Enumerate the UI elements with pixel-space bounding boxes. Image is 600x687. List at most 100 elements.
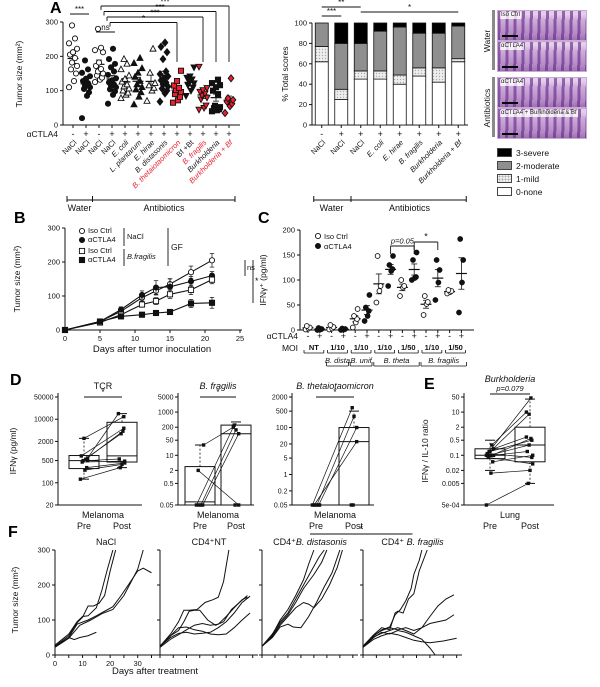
svg-text:+: + [364, 331, 369, 341]
svg-text:2: 2 [170, 468, 174, 475]
svg-text:***: *** [160, 0, 169, 7]
svg-text:B. dista: B. dista [325, 356, 350, 365]
svg-text:Lung: Lung [500, 510, 520, 520]
svg-text:+: + [436, 129, 441, 139]
svg-text:5: 5 [284, 456, 288, 463]
svg-text:+: + [358, 129, 363, 139]
histology-image-actla4-burkholderia-bf: αCTLA4 + Burkholderia & Bf [497, 108, 587, 139]
panel-b-gf-growth: 0 100 200 300 0 5 10 15 20 25 Tumor size (mm²) Days… [12, 224, 259, 356]
svg-text:100: 100 [47, 292, 60, 301]
svg-text:*: * [333, 387, 337, 397]
svg-text:% Total scores: % Total scores [280, 46, 290, 101]
water-group-bar [492, 10, 495, 70]
mild-swatch [497, 174, 512, 183]
svg-text:20: 20 [280, 441, 288, 448]
svg-text:Antibiotics: Antibiotics [389, 203, 431, 213]
svg-text:5e-04: 5e-04 [442, 503, 460, 510]
svg-text:NaCl: NaCl [96, 537, 116, 547]
svg-text:Iso Ctrl: Iso Ctrl [88, 246, 112, 255]
svg-text:10: 10 [78, 659, 86, 668]
legend-item-severe: 3-severe [497, 146, 559, 159]
svg-text:300: 300 [45, 18, 58, 27]
svg-text:+: + [213, 129, 218, 139]
svg-text:MOI: MOI [282, 343, 298, 353]
svg-text:IFNγ / IL-10 ratio: IFNγ / IL-10 ratio [420, 419, 430, 483]
svg-text:*: * [255, 276, 259, 286]
svg-text:Post: Post [521, 521, 540, 531]
svg-text:GF: GF [171, 242, 183, 252]
svg-text:Antibiotics: Antibiotics [143, 203, 185, 213]
scale-bar [502, 132, 518, 135]
svg-text:Water: Water [68, 203, 92, 213]
svg-text:-: - [72, 129, 75, 139]
svg-text:20: 20 [201, 334, 209, 343]
svg-text:-: - [320, 129, 323, 139]
svg-text:αCTLA4: αCTLA4 [267, 331, 299, 341]
legend-label: 3-severe [516, 147, 550, 158]
svg-text:-: - [401, 331, 404, 341]
svg-text:B. thetaiotaomicron: B. thetaiotaomicron [296, 381, 374, 391]
svg-text:0: 0 [291, 326, 295, 335]
svg-text:150: 150 [282, 251, 295, 260]
svg-text:-: - [98, 129, 101, 139]
svg-text:B. theta: B. theta [384, 356, 410, 365]
svg-text:1/10: 1/10 [377, 343, 392, 352]
svg-text:50: 50 [287, 301, 295, 310]
svg-text:1/10: 1/10 [425, 343, 440, 352]
svg-text:Post: Post [113, 521, 132, 531]
histology-image-actla4-antibiotics: αCTLA4 [497, 77, 587, 108]
svg-text:0: 0 [63, 334, 67, 343]
svg-text:Post: Post [227, 521, 246, 531]
svg-text:5: 5 [98, 334, 102, 343]
severe-swatch [497, 148, 512, 157]
svg-text:50: 50 [452, 395, 460, 402]
panel-e-box-burkholderia: 5e-04 0.005 0.02 0.1 0.5 2 10 50 IFNγ / IL-10 ra… [420, 374, 554, 531]
svg-text:300: 300 [37, 546, 50, 555]
svg-text:NaCl: NaCl [309, 138, 327, 156]
svg-text:+: + [341, 331, 346, 341]
svg-text:Pre: Pre [193, 521, 207, 531]
svg-text:ns: ns [247, 263, 255, 272]
svg-text:0.005: 0.005 [442, 481, 460, 488]
panel-label-f: F [8, 524, 18, 541]
scale-bar [502, 101, 518, 104]
svg-text:+: + [226, 129, 231, 139]
histology-image-isoctrl-water: Iso Ctrl [497, 10, 587, 41]
svg-text:200: 200 [45, 52, 58, 61]
svg-text:αCTLA4: αCTLA4 [324, 242, 352, 251]
svg-text:+: + [83, 129, 88, 139]
svg-text:2000: 2000 [272, 395, 288, 402]
svg-text:0: 0 [303, 121, 307, 130]
histology-group-label-antibiotics: Antibiotics [482, 88, 492, 128]
panel-f-growth-curves: Tumor size (mm²) Days after treatment * [10, 524, 413, 677]
svg-text:***: *** [155, 3, 164, 12]
svg-text:5000: 5000 [158, 395, 174, 402]
svg-text:+: + [135, 129, 140, 139]
svg-text:0.5: 0.5 [450, 438, 460, 445]
svg-text:300: 300 [47, 224, 60, 233]
panel-label-b: B [14, 210, 26, 227]
legend-label: 2-moderate [516, 160, 560, 171]
svg-text:NaCl: NaCl [329, 138, 347, 156]
svg-text:CD4⁺NT: CD4⁺NT [192, 537, 227, 547]
svg-text:+: + [339, 129, 344, 139]
svg-text:αCTLA4: αCTLA4 [27, 129, 59, 139]
svg-text:*: * [424, 232, 428, 242]
legend-label: 1-mild [516, 173, 540, 184]
svg-text:Pre: Pre [77, 521, 91, 531]
svg-text:2: 2 [456, 425, 460, 432]
panel-f-subplot-1: CD4⁺NT [157, 537, 258, 658]
svg-text:+: + [122, 129, 127, 139]
svg-text:+: + [435, 331, 440, 341]
svg-text:ns: ns [101, 23, 109, 32]
svg-text:Tumor size (mm²): Tumor size (mm²) [14, 40, 24, 107]
svg-text:CD4⁺B. distasonis: CD4⁺B. distasonis [273, 537, 347, 547]
svg-text:-: - [377, 331, 380, 341]
svg-text:0: 0 [56, 326, 60, 335]
moderate-swatch [497, 161, 512, 170]
svg-text:100: 100 [45, 86, 58, 95]
scale-bar [502, 34, 518, 37]
svg-text:1/50: 1/50 [448, 343, 463, 352]
